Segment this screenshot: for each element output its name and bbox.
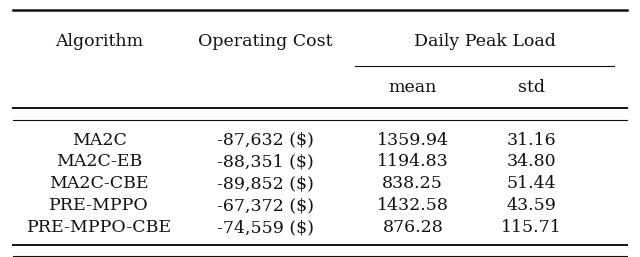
Text: 115.71: 115.71 bbox=[501, 219, 561, 236]
Text: PRE-MPPO-CBE: PRE-MPPO-CBE bbox=[27, 219, 172, 236]
Text: -74,559 ($): -74,559 ($) bbox=[217, 219, 314, 236]
Text: mean: mean bbox=[388, 79, 437, 96]
Text: 838.25: 838.25 bbox=[382, 175, 444, 192]
Text: 43.59: 43.59 bbox=[506, 197, 556, 214]
Text: 31.16: 31.16 bbox=[506, 132, 556, 149]
Text: 1432.58: 1432.58 bbox=[377, 197, 449, 214]
Text: -89,852 ($): -89,852 ($) bbox=[217, 175, 314, 192]
Text: Daily Peak Load: Daily Peak Load bbox=[414, 33, 556, 50]
Text: -87,632 ($): -87,632 ($) bbox=[217, 132, 314, 149]
Text: MA2C: MA2C bbox=[72, 132, 127, 149]
Text: 876.28: 876.28 bbox=[383, 219, 443, 236]
Text: -88,351 ($): -88,351 ($) bbox=[217, 153, 314, 170]
Text: 1194.83: 1194.83 bbox=[377, 153, 449, 170]
Text: -67,372 ($): -67,372 ($) bbox=[217, 197, 314, 214]
Text: std: std bbox=[518, 79, 545, 96]
Text: Operating Cost: Operating Cost bbox=[198, 33, 333, 50]
Text: 51.44: 51.44 bbox=[506, 175, 556, 192]
Text: Algorithm: Algorithm bbox=[55, 33, 143, 50]
Text: 1359.94: 1359.94 bbox=[377, 132, 449, 149]
Text: PRE-MPPO: PRE-MPPO bbox=[49, 197, 149, 214]
Text: MA2C-EB: MA2C-EB bbox=[56, 153, 142, 170]
Text: MA2C-CBE: MA2C-CBE bbox=[49, 175, 149, 192]
Text: 34.80: 34.80 bbox=[506, 153, 556, 170]
